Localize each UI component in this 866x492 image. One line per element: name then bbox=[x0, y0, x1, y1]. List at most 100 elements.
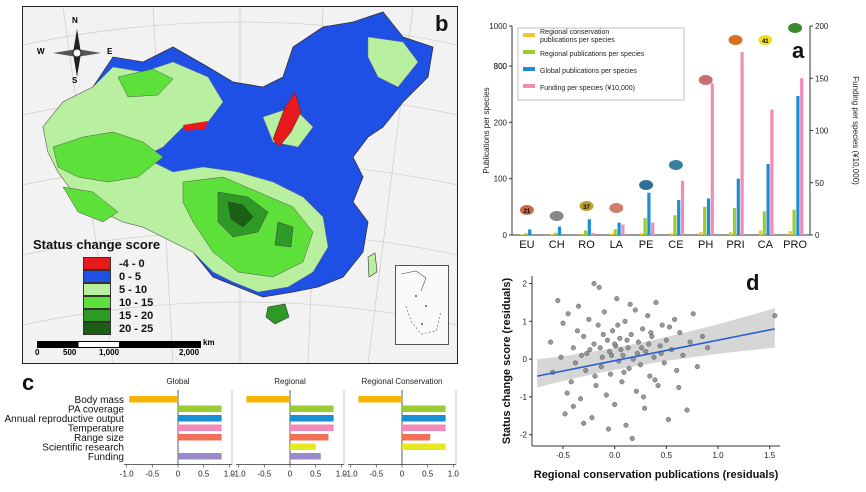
legend-swatch bbox=[83, 270, 111, 283]
scatter-point bbox=[645, 313, 651, 319]
legend-label: 20 - 25 bbox=[119, 322, 154, 335]
scatter-point bbox=[607, 371, 614, 377]
coef-bar bbox=[402, 415, 446, 422]
legend-label: -4 - 0 bbox=[119, 257, 145, 270]
legend-swatch bbox=[523, 84, 535, 88]
scatter-point bbox=[684, 407, 690, 413]
legend-swatch bbox=[523, 50, 535, 54]
scatter-point bbox=[624, 337, 630, 343]
compass-icon bbox=[53, 29, 101, 77]
legend-title: Status change score bbox=[33, 237, 161, 252]
category-label: EU bbox=[519, 239, 534, 251]
scatter-point bbox=[699, 333, 706, 339]
scatter-point bbox=[614, 296, 620, 302]
panel-letter-b: b bbox=[435, 11, 449, 36]
bar-ro-3 bbox=[591, 232, 595, 235]
variable-label: Temperature bbox=[68, 424, 125, 435]
scatter-point bbox=[648, 330, 654, 336]
species-icon bbox=[579, 201, 594, 211]
legend-item: -4 - 0 bbox=[83, 257, 153, 270]
scatter-point bbox=[568, 379, 574, 385]
bar-ce-1 bbox=[673, 215, 677, 235]
category-label: CA bbox=[758, 239, 774, 251]
scatter-point bbox=[625, 345, 631, 351]
legend-swatch bbox=[83, 296, 111, 309]
bar-pe-3 bbox=[651, 222, 655, 235]
chart-d-svg: -0.5 0.0 0.5 1.0 1.5 -2 -1 0 1 2 Regional conserva… bbox=[501, 276, 780, 481]
coef-bar bbox=[246, 396, 290, 403]
scatter-point bbox=[612, 341, 618, 347]
regression-line bbox=[537, 328, 775, 377]
coef-bar bbox=[178, 453, 222, 460]
bar-ro-2 bbox=[587, 219, 591, 235]
x-tick-label: 0.5 bbox=[310, 470, 322, 479]
category-label: LA bbox=[610, 239, 624, 251]
scatter-point bbox=[599, 354, 605, 360]
y-tick-label: 0 bbox=[523, 355, 528, 364]
panel-letter-a: a bbox=[792, 38, 805, 63]
scatter-point bbox=[589, 415, 595, 421]
x-tick-label: 0 bbox=[176, 470, 181, 479]
scatter-point bbox=[635, 339, 641, 345]
map-region-darkgreen-2 bbox=[274, 221, 294, 248]
legend-swatch bbox=[83, 322, 111, 335]
bar-la-3 bbox=[621, 224, 625, 235]
scatter-point bbox=[663, 337, 669, 343]
legend-label: Funding per species (¥10,000) bbox=[540, 85, 635, 92]
scatter-point bbox=[570, 403, 576, 409]
coef-bar bbox=[290, 443, 316, 450]
map-region-green bbox=[52, 131, 164, 183]
legend-label: 10 - 15 bbox=[119, 296, 154, 309]
scatter-point bbox=[593, 383, 599, 389]
coef-bar bbox=[290, 453, 321, 460]
scatter-point bbox=[705, 345, 711, 351]
scatter-point bbox=[651, 354, 657, 360]
scatter-point bbox=[638, 345, 645, 351]
scatter-point bbox=[575, 303, 582, 309]
bar-ch-2 bbox=[557, 226, 562, 235]
compass-e: E bbox=[107, 47, 113, 56]
bar-ro-1 bbox=[583, 230, 588, 235]
y-tick-label: 2 bbox=[523, 280, 528, 289]
scatter-point bbox=[612, 401, 618, 407]
x-tick-label: 1.0 bbox=[712, 451, 724, 460]
y-tick-label: 100 bbox=[494, 175, 508, 184]
scatter-point bbox=[565, 311, 571, 317]
y-tick-label: 800 bbox=[494, 62, 508, 71]
x-tick-label: 0.5 bbox=[198, 470, 210, 479]
variable-label: Funding bbox=[88, 452, 124, 463]
bar-eu-0 bbox=[520, 234, 524, 235]
compass-w: W bbox=[37, 47, 45, 56]
map-region-red bbox=[272, 91, 302, 148]
scatter-point bbox=[643, 349, 649, 355]
legend-box bbox=[517, 27, 685, 101]
scatter-point bbox=[640, 326, 646, 332]
category-label: RO bbox=[578, 239, 595, 251]
x-axis-label: Regional conservation publications (resi… bbox=[534, 469, 779, 481]
chart-a-svg: 01002003008001000050100150200Publication… bbox=[482, 22, 860, 251]
legend-label: publications per species bbox=[540, 37, 615, 44]
status-vs-publications-scatter: -0.5 0.0 0.5 1.0 1.5 -2 -1 0 1 2 Regional conserva… bbox=[490, 266, 866, 487]
legend-item: 10 - 15 bbox=[83, 296, 153, 309]
scatter-point bbox=[600, 332, 606, 338]
x-tick-label: -1.0 bbox=[344, 470, 358, 479]
coef-panel: Global -1.0 -0.5 0 0.5 1.0 bbox=[120, 377, 236, 479]
y2-tick-label: 0 bbox=[815, 231, 820, 240]
scatter-point bbox=[633, 388, 639, 394]
scatter-point bbox=[591, 341, 597, 347]
scatter-point bbox=[610, 328, 616, 334]
species-icon bbox=[668, 160, 683, 170]
scatter-point bbox=[572, 360, 578, 366]
legend-swatch bbox=[83, 309, 111, 322]
scatter-point bbox=[598, 364, 604, 370]
bar-ph-1 bbox=[703, 206, 707, 235]
variable-label: Scientific research bbox=[42, 443, 124, 454]
china-map bbox=[23, 7, 457, 363]
scatter-point bbox=[677, 330, 683, 336]
confidence-band bbox=[537, 308, 775, 388]
bar-pri-2 bbox=[736, 178, 740, 235]
y-tick-label: 1 bbox=[523, 317, 528, 326]
variable-label: Body mass bbox=[75, 395, 124, 406]
coef-bar bbox=[358, 396, 402, 403]
